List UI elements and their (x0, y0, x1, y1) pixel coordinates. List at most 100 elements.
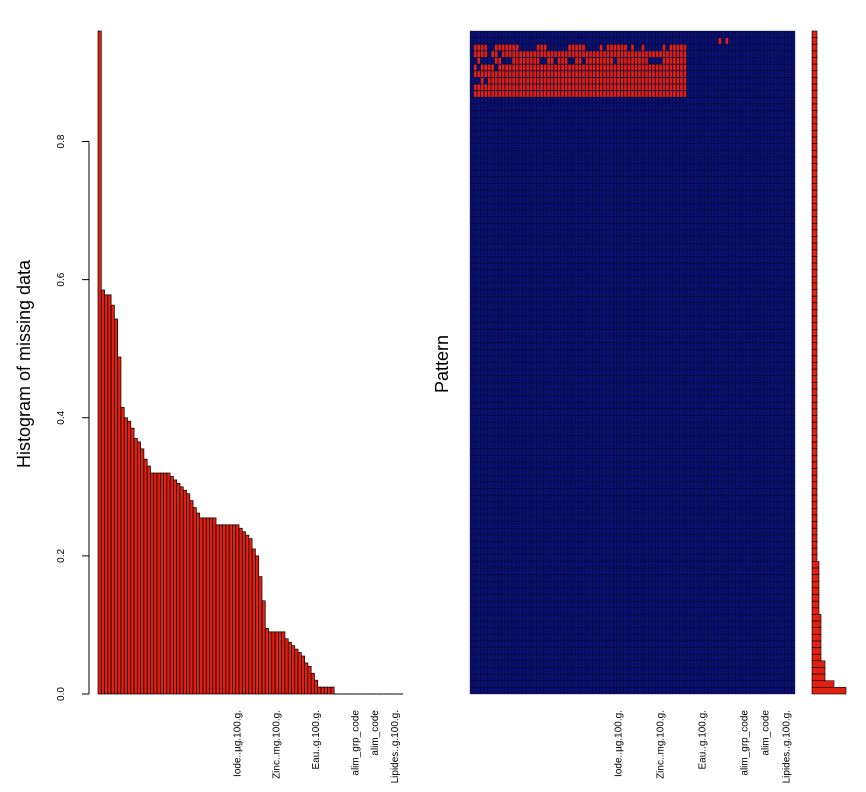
histogram-bar (228, 524, 233, 695)
pattern-missing-cell (550, 71, 554, 78)
pattern-missing-cell (620, 91, 624, 97)
pattern-missing-cell (683, 84, 687, 91)
combination-frequency-bar (811, 335, 818, 343)
pattern-missing-cell (589, 51, 592, 58)
pattern-missing-cell (585, 77, 589, 84)
combination-frequency-bar (811, 110, 818, 118)
pattern-missing-cell (477, 57, 481, 64)
pattern-missing-cell (519, 84, 523, 91)
pattern-missing-cell (638, 57, 641, 64)
pattern-missing-cell (543, 91, 547, 97)
combination-frequency-bar (811, 309, 818, 317)
pattern-missing-cell (522, 51, 526, 58)
pattern-missing-cell (480, 71, 484, 78)
pattern-missing-cell (613, 84, 617, 91)
pattern-missing-cell (655, 91, 659, 97)
pattern-missing-cell (645, 71, 648, 78)
pattern-missing-cell (508, 44, 512, 51)
pattern-missing-cell (578, 57, 582, 64)
pattern-missing-cell (673, 57, 676, 64)
pattern-missing-cell (603, 77, 606, 84)
histogram-bar (241, 531, 246, 695)
pattern-missing-cell (680, 44, 683, 51)
pattern-missing-cell (536, 44, 540, 51)
histogram-bar (284, 638, 289, 695)
pattern-missing-cell (659, 71, 662, 78)
pattern-missing-cell (491, 91, 495, 97)
pattern-missing-cell (620, 57, 624, 64)
pattern-missing-cell (540, 91, 543, 97)
pattern-missing-cell (655, 64, 659, 71)
pattern-missing-cell (683, 57, 687, 64)
pattern-missing-cell (645, 77, 648, 84)
combination-frequency-bar (811, 43, 818, 52)
pattern-missing-cell (596, 77, 599, 84)
pattern-missing-cell (533, 71, 536, 78)
histogram-bar (222, 524, 227, 695)
pattern-missing-cell (515, 84, 519, 91)
pattern-missing-cell (645, 91, 648, 97)
pattern-missing-cell (508, 84, 512, 91)
pattern-missing-cell (550, 91, 554, 97)
pattern-missing-cell (571, 64, 575, 71)
pattern-missing-cell (522, 71, 526, 78)
pattern-missing-cell (596, 91, 599, 97)
pattern-missing-cell (652, 77, 655, 84)
pattern-missing-cell (613, 51, 617, 58)
pattern-missing-cell (673, 91, 676, 97)
pattern-missing-cell (529, 77, 533, 84)
pattern-missing-cell (606, 57, 610, 64)
pattern-missing-cell (515, 91, 519, 97)
combination-frequency-bar (811, 276, 818, 284)
pattern-missing-cell (540, 77, 543, 84)
pattern-missing-cell (568, 71, 571, 78)
histogram-bar (133, 438, 138, 695)
pattern-missing-cell (669, 44, 673, 51)
pattern-missing-cell (533, 57, 536, 64)
pattern-missing-cell (680, 57, 683, 64)
pattern-missing-cell (547, 51, 550, 58)
combination-frequency-bar (811, 169, 818, 178)
combination-frequency-bar (811, 103, 818, 111)
combination-frequency-bar (811, 541, 818, 549)
pattern-missing-cell (659, 84, 662, 91)
pattern-missing-cell (561, 84, 564, 91)
pattern-missing-cell (592, 71, 596, 78)
combination-frequency-bar (811, 176, 818, 184)
pattern-missing-cell (617, 77, 620, 84)
histogram-bar (137, 441, 141, 695)
pattern-missing-cell (669, 84, 673, 91)
combination-frequency-bar (811, 150, 818, 158)
pattern-missing-cell (557, 64, 561, 71)
pattern-missing-cell (515, 64, 519, 71)
pattern-missing-cell (526, 71, 529, 78)
combination-frequency-bar (811, 521, 818, 529)
pattern-missing-cell (578, 44, 582, 51)
combination-frequency-bar (811, 527, 818, 536)
pattern-missing-cell (603, 84, 606, 91)
histogram-bar (271, 631, 276, 695)
pattern-missing-cell (501, 44, 505, 51)
pattern-missing-cell (484, 91, 488, 97)
pattern-missing-cell (662, 44, 666, 51)
combination-frequency-bar (811, 607, 820, 615)
pattern-missing-cell (519, 51, 523, 58)
pattern-missing-cell (676, 64, 680, 71)
histogram-y-tick-label: 0.6 (56, 272, 67, 286)
pattern-missing-cell (533, 51, 536, 58)
pattern-missing-cell (529, 71, 533, 78)
pattern-missing-cell (596, 57, 599, 64)
pattern-missing-cell (613, 71, 617, 78)
pattern-grid-lines (469, 30, 796, 695)
pattern-missing-cell (568, 84, 571, 91)
pattern-missing-cell (676, 84, 680, 91)
pattern-missing-cell (662, 77, 666, 84)
combination-frequency-bar (811, 382, 818, 390)
pattern-missing-cell (564, 57, 568, 64)
pattern-missing-cell (491, 64, 495, 71)
pattern-missing-cell (547, 91, 550, 97)
pattern-missing-cell (634, 64, 638, 71)
pattern-missing-cell (683, 64, 687, 71)
pattern-missing-cell (554, 91, 557, 97)
pattern-missing-cell (620, 51, 624, 58)
